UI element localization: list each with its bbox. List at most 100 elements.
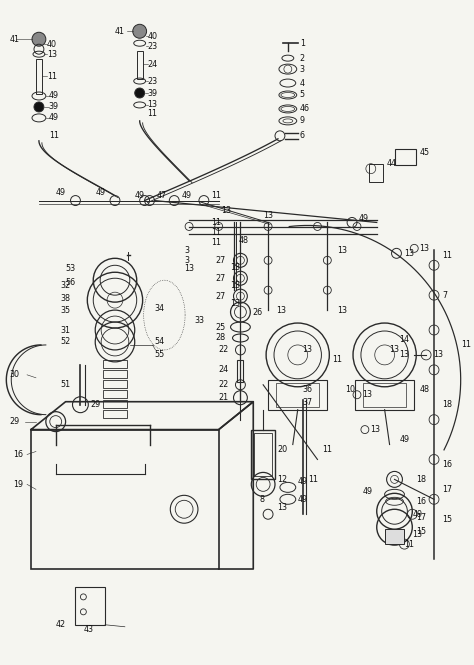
Text: 9: 9: [300, 116, 305, 126]
Text: 49: 49: [363, 487, 373, 496]
Bar: [268, 380, 328, 410]
Text: 13: 13: [390, 345, 400, 354]
Text: 13: 13: [221, 206, 231, 215]
Text: 24: 24: [219, 365, 229, 374]
Text: 29: 29: [90, 400, 100, 409]
Text: 13: 13: [337, 306, 347, 315]
Text: 17: 17: [416, 513, 427, 522]
Text: 11: 11: [49, 131, 59, 140]
Bar: [103, 380, 127, 388]
Text: 11: 11: [47, 72, 57, 80]
Text: 13: 13: [277, 503, 287, 512]
Text: 56: 56: [65, 278, 76, 287]
Bar: [384, 529, 404, 544]
Text: 11: 11: [442, 251, 452, 260]
Bar: [251, 430, 275, 479]
Text: 13: 13: [184, 264, 194, 273]
Text: 6: 6: [300, 131, 305, 140]
Text: 11: 11: [211, 228, 221, 237]
Text: 13: 13: [400, 350, 410, 359]
Text: 15: 15: [416, 527, 427, 536]
Text: 11: 11: [322, 445, 332, 454]
Text: 1: 1: [300, 39, 305, 48]
Text: 13: 13: [263, 211, 273, 220]
Text: 52: 52: [61, 337, 71, 346]
Text: 3: 3: [300, 65, 305, 74]
Text: 43: 43: [83, 625, 93, 634]
Text: 22: 22: [219, 380, 229, 389]
Bar: [254, 432, 272, 476]
Text: 11: 11: [211, 218, 221, 227]
Text: 39: 39: [49, 102, 59, 112]
Text: 27: 27: [216, 292, 226, 301]
Bar: [31, 430, 219, 569]
Text: 28: 28: [216, 333, 226, 342]
Text: 4: 4: [300, 78, 305, 88]
Text: 24: 24: [147, 60, 158, 68]
Bar: [75, 587, 105, 625]
Text: 11: 11: [404, 539, 414, 549]
Text: 11: 11: [211, 191, 221, 200]
Text: 17: 17: [442, 485, 452, 494]
Text: 7: 7: [442, 291, 447, 300]
Bar: [363, 383, 406, 407]
Text: 49: 49: [56, 188, 66, 197]
Circle shape: [32, 33, 46, 46]
Text: 48: 48: [238, 236, 248, 245]
Text: 13: 13: [276, 306, 286, 315]
Text: 13: 13: [362, 390, 372, 399]
Text: 49: 49: [181, 191, 191, 200]
Text: 13: 13: [412, 529, 422, 539]
Text: 55: 55: [155, 350, 165, 359]
Circle shape: [34, 102, 44, 112]
Text: 13: 13: [337, 246, 347, 255]
Text: 20: 20: [277, 445, 287, 454]
Text: 49: 49: [49, 114, 59, 122]
Text: 8: 8: [259, 495, 264, 504]
Text: 13: 13: [404, 249, 414, 258]
Text: 13: 13: [147, 100, 157, 110]
Text: 41: 41: [9, 35, 19, 44]
Text: 35: 35: [61, 306, 71, 315]
Text: 11: 11: [461, 340, 471, 349]
Text: 46: 46: [300, 104, 310, 114]
Bar: [276, 383, 319, 407]
Bar: [355, 380, 414, 410]
Bar: [237, 360, 243, 382]
Text: 13: 13: [230, 263, 240, 272]
Text: 49: 49: [135, 191, 145, 200]
Text: 15: 15: [442, 515, 452, 524]
Text: 48: 48: [419, 385, 429, 394]
Text: 49: 49: [400, 435, 410, 444]
Text: 13: 13: [303, 345, 313, 354]
Text: 11: 11: [147, 110, 157, 118]
Text: 30: 30: [9, 370, 19, 379]
Text: 13: 13: [230, 281, 240, 290]
Circle shape: [135, 88, 145, 98]
Text: 11: 11: [332, 355, 342, 364]
Bar: [36, 59, 42, 94]
Text: 16: 16: [416, 497, 426, 506]
Text: 23: 23: [147, 42, 158, 51]
Text: 42: 42: [56, 620, 66, 629]
Bar: [369, 164, 383, 182]
Bar: [103, 360, 127, 368]
Text: 14: 14: [400, 335, 410, 344]
Bar: [394, 149, 416, 165]
Text: 25: 25: [216, 323, 226, 332]
Text: 49: 49: [298, 477, 308, 486]
Bar: [137, 51, 143, 79]
Text: 53: 53: [65, 264, 76, 273]
Text: 26: 26: [252, 308, 263, 317]
Circle shape: [133, 25, 146, 38]
Text: 13: 13: [370, 425, 380, 434]
Text: 27: 27: [216, 274, 226, 283]
Text: 34: 34: [155, 304, 164, 313]
Text: 23: 23: [147, 76, 158, 86]
Text: 36: 36: [303, 385, 313, 394]
Text: 16: 16: [13, 450, 23, 459]
Text: 39: 39: [147, 88, 158, 98]
Text: 49: 49: [412, 510, 422, 519]
Text: 40: 40: [47, 40, 57, 49]
Bar: [103, 400, 127, 408]
